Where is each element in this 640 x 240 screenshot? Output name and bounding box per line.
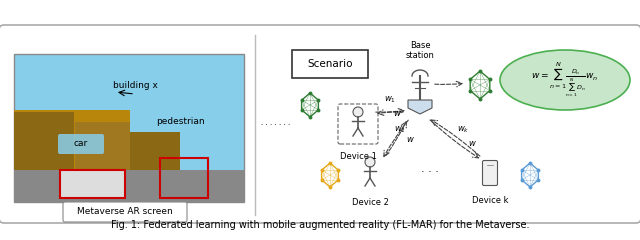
Text: $w$: $w$ [468, 139, 476, 149]
FancyBboxPatch shape [93, 75, 177, 97]
Text: $w_2$: $w_2$ [394, 125, 406, 135]
Text: $w_k$: $w_k$ [457, 125, 469, 135]
Text: Base
station: Base station [406, 41, 435, 60]
Text: Metaverse AR screen: Metaverse AR screen [77, 208, 173, 216]
Polygon shape [14, 112, 74, 202]
FancyBboxPatch shape [63, 202, 187, 222]
Text: Device 1: Device 1 [340, 152, 376, 161]
FancyBboxPatch shape [0, 25, 640, 223]
Text: $w_1$: $w_1$ [384, 95, 396, 105]
Polygon shape [14, 170, 244, 202]
FancyBboxPatch shape [146, 112, 214, 132]
FancyBboxPatch shape [60, 170, 125, 198]
FancyBboxPatch shape [14, 54, 244, 202]
Text: $w$: $w$ [406, 136, 415, 144]
Text: pedestrian: pedestrian [156, 118, 204, 126]
FancyBboxPatch shape [292, 50, 368, 78]
FancyBboxPatch shape [483, 161, 497, 186]
Text: Device 2: Device 2 [351, 198, 388, 207]
Ellipse shape [500, 50, 630, 110]
FancyBboxPatch shape [58, 134, 104, 154]
Text: Device k: Device k [472, 196, 508, 205]
Polygon shape [130, 132, 180, 202]
Text: · · · · · · ·: · · · · · · · [261, 122, 291, 128]
Circle shape [365, 157, 375, 167]
Text: Fig. 1: Federated learning with mobile augmented reality (FL-MAR) for the Metave: Fig. 1: Federated learning with mobile a… [111, 220, 529, 230]
Polygon shape [75, 122, 130, 202]
Text: building x: building x [113, 82, 157, 90]
Text: $w$: $w$ [392, 109, 401, 119]
Text: $w=\sum_{n=1}^{N}\frac{D_n}{\sum_{n=1}^{N}D_n}w_n$: $w=\sum_{n=1}^{N}\frac{D_n}{\sum_{n=1}^{… [531, 61, 598, 99]
Text: · · ·: · · · [421, 167, 439, 177]
Polygon shape [14, 110, 130, 202]
Polygon shape [408, 100, 432, 114]
Circle shape [353, 107, 363, 117]
Text: car: car [74, 139, 88, 149]
Text: Scenario: Scenario [307, 59, 353, 69]
